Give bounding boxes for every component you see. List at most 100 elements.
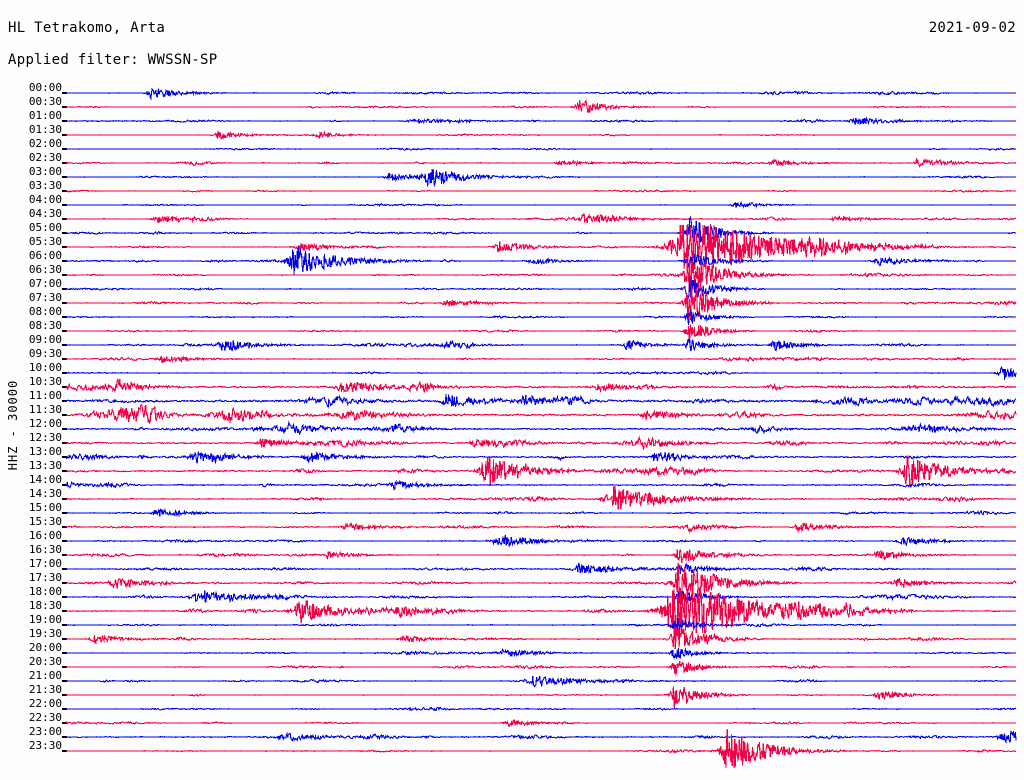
time-tick-label: 22:00 bbox=[28, 697, 62, 710]
seismic-trace bbox=[65, 276, 1017, 300]
axis-tick-mark bbox=[62, 736, 67, 738]
trace-row: 17:00 bbox=[0, 558, 1024, 576]
time-tick-label: 06:00 bbox=[28, 249, 62, 262]
seismic-trace bbox=[65, 549, 1017, 563]
trace-row: 22:30 bbox=[0, 712, 1024, 730]
seismic-trace bbox=[65, 355, 1017, 364]
axis-tick-mark bbox=[62, 722, 67, 724]
trace-row: 01:00 bbox=[0, 110, 1024, 128]
trace-row: 17:30 bbox=[0, 563, 1024, 605]
trace-row: 14:30 bbox=[0, 485, 1024, 510]
axis-tick-mark bbox=[62, 456, 67, 458]
axis-tick-mark bbox=[62, 582, 67, 584]
time-tick-label: 07:30 bbox=[28, 291, 62, 304]
applied-filter-label: Applied filter: WWSSN-SP bbox=[8, 52, 218, 68]
seismic-trace bbox=[65, 706, 1017, 712]
trace-row: 06:00 bbox=[0, 245, 1024, 276]
axis-tick-mark bbox=[62, 260, 67, 262]
axis-tick-mark bbox=[62, 106, 67, 108]
axis-tick-mark bbox=[62, 204, 67, 206]
time-tick-label: 14:30 bbox=[28, 487, 62, 500]
time-tick-label: 10:00 bbox=[28, 361, 62, 374]
seismic-trace bbox=[65, 394, 1017, 410]
trace-row: 06:30 bbox=[0, 260, 1024, 290]
trace-row: 22:00 bbox=[0, 698, 1024, 716]
seismic-trace bbox=[65, 626, 1017, 649]
axis-tick-mark bbox=[62, 316, 67, 318]
seismic-trace bbox=[65, 212, 1017, 224]
time-tick-label: 21:30 bbox=[28, 683, 62, 696]
time-tick-label: 06:30 bbox=[28, 263, 62, 276]
trace-row: 13:00 bbox=[0, 446, 1024, 464]
seismic-trace bbox=[65, 169, 1017, 187]
axis-tick-mark bbox=[62, 344, 67, 346]
axis-tick-mark bbox=[62, 652, 67, 654]
trace-row: 12:30 bbox=[0, 432, 1024, 450]
time-tick-label: 00:30 bbox=[28, 95, 62, 108]
axis-tick-mark bbox=[62, 666, 67, 668]
seismic-trace bbox=[65, 589, 1017, 605]
trace-row: 03:30 bbox=[0, 180, 1024, 198]
seismic-trace bbox=[65, 508, 1017, 517]
seismic-trace bbox=[65, 435, 1017, 450]
time-tick-label: 23:30 bbox=[28, 739, 62, 752]
trace-row: 15:30 bbox=[0, 516, 1024, 534]
time-tick-label: 11:30 bbox=[28, 403, 62, 416]
axis-tick-mark bbox=[62, 162, 67, 164]
record-date: 2021-09-02 bbox=[928, 20, 1016, 36]
axis-tick-mark bbox=[62, 484, 67, 486]
time-tick-label: 21:00 bbox=[28, 669, 62, 682]
time-tick-label: 00:00 bbox=[28, 81, 62, 94]
time-tick-label: 15:00 bbox=[28, 501, 62, 514]
time-tick-label: 17:00 bbox=[28, 557, 62, 570]
seismic-trace bbox=[65, 157, 1016, 168]
seismic-trace bbox=[65, 245, 1017, 276]
axis-tick-mark bbox=[62, 218, 67, 220]
trace-row: 08:30 bbox=[0, 320, 1024, 342]
axis-tick-mark bbox=[62, 330, 67, 332]
trace-row: 09:30 bbox=[0, 348, 1024, 366]
axis-tick-mark bbox=[62, 512, 67, 514]
trace-row: 18:30 bbox=[0, 588, 1024, 634]
trace-row: 11:00 bbox=[0, 390, 1024, 410]
seismic-trace bbox=[65, 485, 1017, 510]
seismic-trace bbox=[65, 307, 1017, 325]
time-tick-label: 07:00 bbox=[28, 277, 62, 290]
trace-row: 09:00 bbox=[0, 334, 1024, 352]
seismic-trace bbox=[65, 338, 1017, 352]
trace-row: 15:00 bbox=[0, 502, 1024, 520]
trace-row: 07:00 bbox=[0, 276, 1024, 300]
trace-row: 18:00 bbox=[0, 586, 1024, 605]
seismic-trace bbox=[65, 719, 1017, 728]
axis-tick-mark bbox=[62, 568, 67, 570]
time-tick-label: 13:30 bbox=[28, 459, 62, 472]
trace-row: 00:30 bbox=[0, 96, 1024, 114]
trace-row: 04:00 bbox=[0, 194, 1024, 212]
trace-row: 14:00 bbox=[0, 474, 1024, 492]
trace-row: 20:00 bbox=[0, 642, 1024, 660]
seismic-trace bbox=[66, 200, 1017, 209]
axis-tick-mark bbox=[62, 302, 67, 304]
time-tick-label: 19:00 bbox=[28, 613, 62, 626]
trace-row: 04:30 bbox=[0, 208, 1024, 226]
trace-row: 02:30 bbox=[0, 152, 1024, 170]
seismic-trace bbox=[65, 686, 1017, 709]
axis-tick-mark bbox=[62, 638, 67, 640]
seismic-trace bbox=[65, 116, 1017, 126]
seismic-trace bbox=[65, 534, 1017, 547]
time-tick-label: 03:30 bbox=[28, 179, 62, 192]
trace-row: 19:30 bbox=[0, 626, 1024, 649]
trace-row: 23:30 bbox=[0, 728, 1024, 769]
axis-tick-mark bbox=[62, 232, 67, 234]
time-tick-label: 18:00 bbox=[28, 585, 62, 598]
seismic-trace bbox=[65, 730, 1017, 744]
axis-tick-mark bbox=[62, 470, 67, 472]
time-tick-label: 05:30 bbox=[28, 235, 62, 248]
seismic-trace bbox=[65, 647, 1017, 660]
seismic-trace bbox=[65, 675, 1017, 688]
seismic-trace bbox=[65, 377, 1017, 394]
time-tick-label: 04:00 bbox=[28, 193, 62, 206]
trace-row: 00:00 bbox=[0, 82, 1024, 101]
axis-tick-mark bbox=[62, 708, 67, 710]
trace-row: 08:00 bbox=[0, 306, 1024, 325]
